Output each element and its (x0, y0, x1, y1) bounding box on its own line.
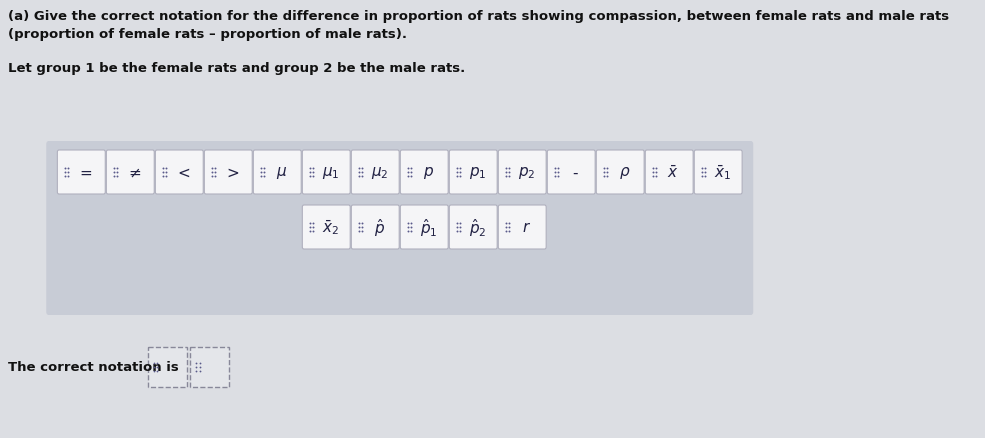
Text: <: < (177, 165, 190, 180)
FancyBboxPatch shape (498, 151, 546, 194)
Text: $\rho$: $\rho$ (619, 165, 630, 180)
Text: =: = (79, 165, 92, 180)
Bar (190, 347, 229, 387)
FancyBboxPatch shape (253, 151, 301, 194)
Text: >: > (226, 165, 238, 180)
FancyBboxPatch shape (400, 151, 448, 194)
FancyBboxPatch shape (352, 151, 399, 194)
FancyBboxPatch shape (106, 151, 155, 194)
FancyBboxPatch shape (449, 205, 497, 249)
FancyBboxPatch shape (449, 151, 497, 194)
FancyBboxPatch shape (156, 151, 203, 194)
Text: (proportion of female rats – proportion of male rats).: (proportion of female rats – proportion … (8, 28, 407, 41)
FancyBboxPatch shape (645, 151, 693, 194)
FancyBboxPatch shape (57, 151, 105, 194)
FancyBboxPatch shape (548, 151, 595, 194)
Text: The correct notation is: The correct notation is (8, 360, 179, 374)
Text: $\hat{p}_2$: $\hat{p}_2$ (469, 216, 486, 238)
FancyBboxPatch shape (498, 205, 546, 249)
Text: $\neq$: $\neq$ (126, 165, 143, 180)
Text: $\bar{x}_2$: $\bar{x}_2$ (322, 218, 339, 237)
Text: $\mu_2$: $\mu_2$ (370, 165, 388, 180)
FancyBboxPatch shape (46, 141, 754, 315)
Text: $\bar{x}_1$: $\bar{x}_1$ (713, 163, 731, 182)
Text: Let group 1 be the female rats and group 2 be the male rats.: Let group 1 be the female rats and group… (8, 62, 465, 75)
Text: $\bar{x}$: $\bar{x}$ (668, 165, 679, 180)
Text: $\mu_1$: $\mu_1$ (321, 165, 339, 180)
FancyBboxPatch shape (694, 151, 742, 194)
Bar (148, 347, 187, 387)
Text: $\hat{p}_1$: $\hat{p}_1$ (420, 216, 437, 238)
FancyBboxPatch shape (302, 151, 351, 194)
Text: $\mu$: $\mu$ (276, 165, 287, 180)
FancyBboxPatch shape (400, 205, 448, 249)
FancyBboxPatch shape (302, 205, 351, 249)
Text: (a) Give the correct notation for the difference in proportion of rats showing c: (a) Give the correct notation for the di… (8, 10, 950, 23)
Text: $p_2$: $p_2$ (517, 165, 535, 180)
Text: $r$: $r$ (522, 220, 531, 235)
Text: $p$: $p$ (423, 165, 433, 180)
FancyBboxPatch shape (596, 151, 644, 194)
Text: $\hat{p}$: $\hat{p}$ (373, 216, 385, 238)
Text: -: - (572, 165, 578, 180)
FancyBboxPatch shape (204, 151, 252, 194)
FancyBboxPatch shape (352, 205, 399, 249)
Text: $p_1$: $p_1$ (469, 165, 486, 180)
